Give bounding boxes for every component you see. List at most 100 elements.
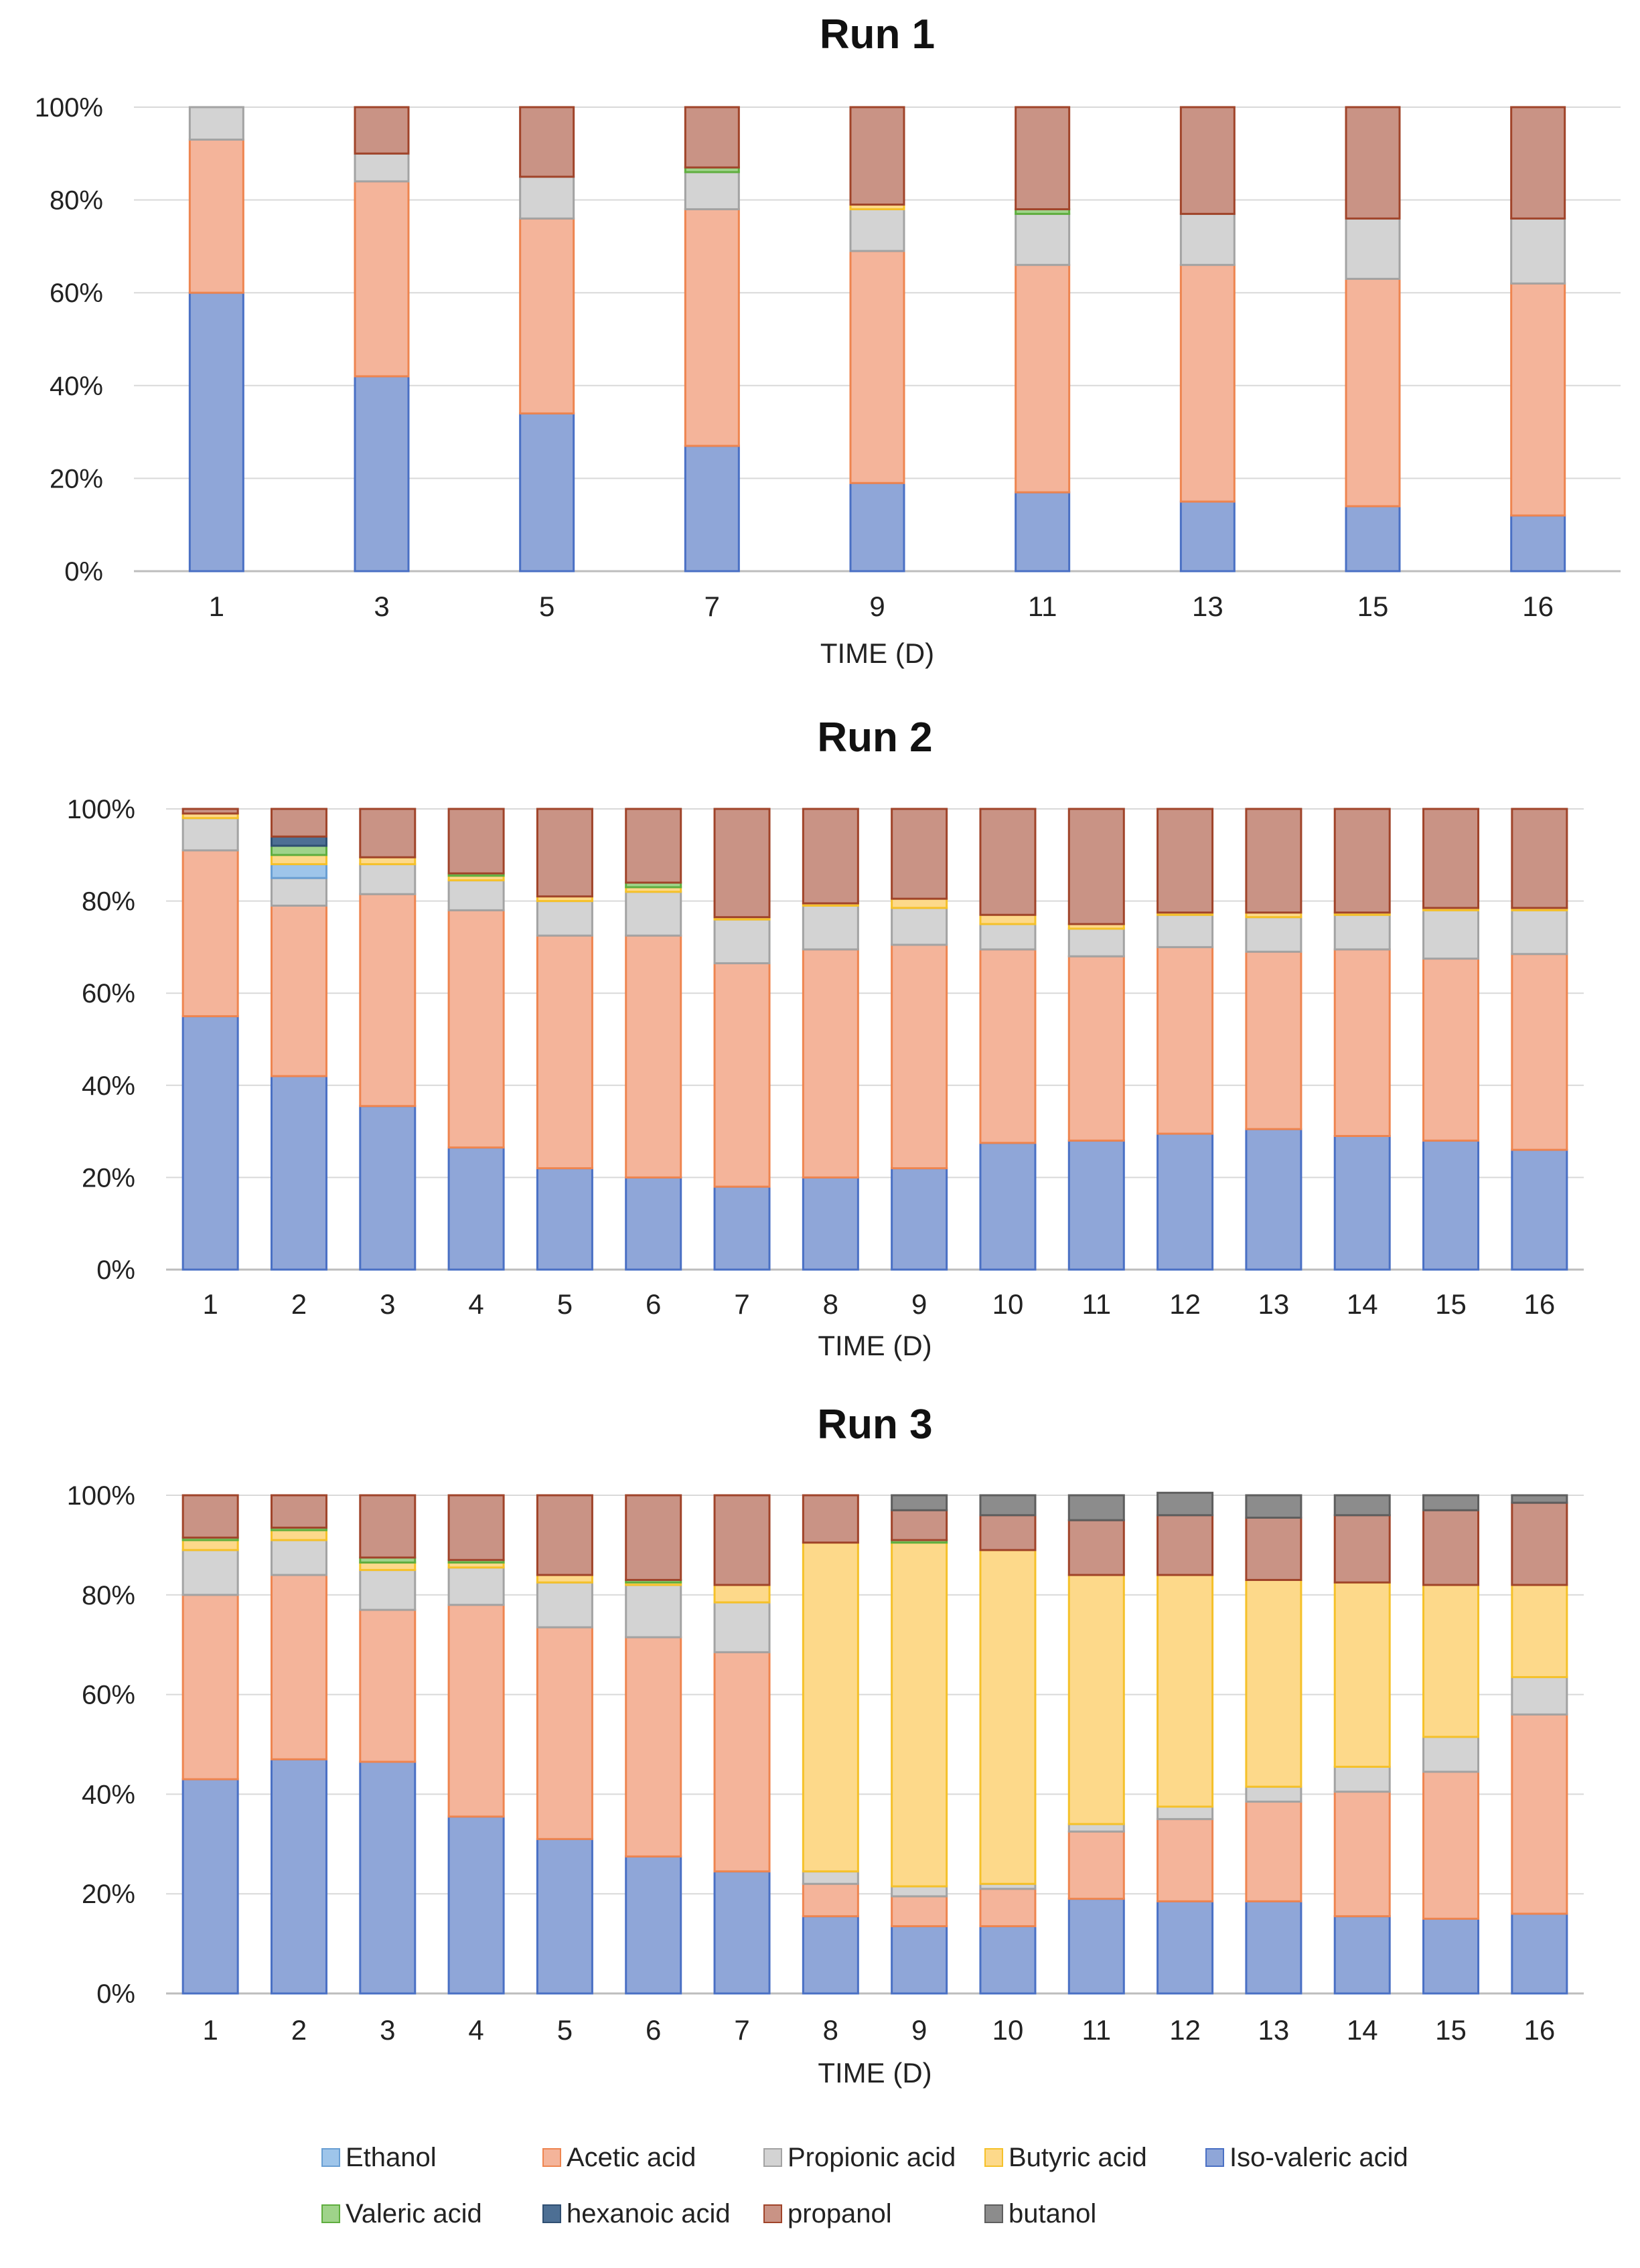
chart-3-bar-propionic-acid (625, 1584, 682, 1639)
legend-item-iso-valeric-acid: Iso-valeric acid (1205, 2143, 1426, 2173)
chart-1-bar-propanol (1510, 106, 1566, 220)
chart-2-bar-propanol (1157, 808, 1214, 914)
chart-2-xtick-label: 4 (468, 1288, 483, 1320)
chart-3-bar-iso-valeric-acid (979, 1925, 1037, 1995)
chart-2-bar-iso-valeric-acid (979, 1142, 1037, 1271)
chart-3-bar-propionic-acid (447, 1566, 505, 1606)
chart-2-bar-propanol (891, 808, 948, 900)
chart-3-bar-acetic-acid (1067, 1830, 1125, 1900)
chart-2-bar-propionic-acid (270, 877, 327, 907)
chart-3-bar-butyric-acid (1067, 1574, 1125, 1825)
chart-3-bar-propanol (1157, 1514, 1214, 1576)
chart-1-bar-propionic-acid (1179, 212, 1236, 267)
chart-2-bar-propionic-acid (1067, 927, 1125, 958)
chart-3-xtick-label: 15 (1435, 2014, 1467, 2046)
chart-3-bar-propionic-acid (536, 1581, 593, 1629)
chart-2-bar-valeric-acid (270, 844, 327, 856)
chart-1-bar-propanol (1015, 106, 1071, 210)
legend-swatch-propanol (763, 2204, 782, 2223)
chart-2-bar-acetic-acid (1333, 948, 1391, 1137)
chart-1-bar-acetic-acid (849, 250, 905, 484)
chart-1-bar-propionic-acid (354, 152, 410, 183)
chart-2-xtick-label: 10 (992, 1288, 1024, 1320)
chart-1-xtick-label: 16 (1522, 591, 1554, 622)
chart-3-bar-iso-valeric-acid (713, 1870, 771, 1995)
chart-3-bar-acetic-acid (1245, 1801, 1302, 1902)
chart-1-bar-propanol (684, 106, 740, 169)
chart-3-bar-iso-valeric-acid (1511, 1912, 1568, 1995)
chart-3-bar-acetic-acid (270, 1574, 327, 1760)
chart-3-bar-iso-valeric-acid (1333, 1915, 1391, 1995)
chart-1-bar-iso-valeric-acid (684, 445, 740, 573)
chart-2: Run 20%20%40%60%80%100%1 2 3 4 5 6 7 8 9 10 11 12 13… (67, 714, 1584, 1361)
legend-item-acetic-acid: Acetic acid (542, 2143, 763, 2173)
chart-3-bar-butanol (979, 1494, 1037, 1517)
legend-item-butanol: butanol (984, 2199, 1205, 2229)
chart-2-bar-iso-valeric-acid (625, 1176, 682, 1271)
chart-1-bar-propanol (1179, 106, 1236, 215)
chart-2-bar-iso-valeric-acid (536, 1167, 593, 1271)
chart-2-bar-acetic-acid (1422, 958, 1480, 1142)
chart-3-bar-iso-valeric-acid (891, 1925, 948, 1995)
chart-2-bar-iso-valeric-acid (802, 1176, 859, 1271)
chart-2-bar-propionic-acid (1422, 909, 1480, 960)
legend-item-valeric-acid: Valeric acid (321, 2199, 542, 2229)
chart-3-bar-butyric-acid (1157, 1574, 1214, 1808)
chart-3-bar-iso-valeric-acid (359, 1760, 417, 1995)
chart-2-bar-propanol (625, 808, 682, 884)
chart-3-xtick-label: 1 (202, 2014, 218, 2046)
chart-2-bar-acetic-acid (802, 948, 859, 1179)
chart-3-bar-propionic-acid (891, 1885, 948, 1898)
chart-3-xtick-label: 11 (1082, 2014, 1111, 2046)
chart-3-bar-butanol (1422, 1494, 1480, 1511)
chart-3-xtick-label: 2 (291, 2014, 307, 2046)
chart-2-bar-propanol (713, 808, 771, 919)
chart-3-bar-propanol (447, 1494, 505, 1562)
chart-3-bar-iso-valeric-acid (1245, 1900, 1302, 1995)
legend-swatch-butyric-acid (984, 2148, 1003, 2167)
chart-2-bar-acetic-acid (625, 934, 682, 1179)
chart-2-bar-iso-valeric-acid (1333, 1134, 1391, 1271)
chart-2-ytick-label: 0% (96, 1256, 135, 1285)
chart-3-bar-propanol (359, 1494, 417, 1559)
chart-2-xtick-label: 8 (823, 1288, 838, 1320)
chart-3-bar-propionic-acid (802, 1870, 859, 1885)
chart-2-bar-propanol (1422, 808, 1480, 909)
chart-3-bar-butanol (1245, 1494, 1302, 1519)
chart-3-bar-acetic-acid (802, 1882, 859, 1918)
chart-1-bar-acetic-acid (519, 217, 575, 414)
legend-item-hexanoic-acid: hexanoic acid (542, 2199, 763, 2229)
chart-2-bar-propionic-acid (979, 923, 1037, 951)
chart-1-bar-iso-valeric-acid (188, 291, 244, 573)
chart-1-bar-iso-valeric-acid (354, 375, 410, 573)
chart-1-xtick-label: 5 (539, 591, 554, 622)
chart-1-ytick-label: 20% (50, 464, 103, 494)
chart-2-bar-propionic-acid (1157, 913, 1214, 948)
chart-3-xtick-label: 13 (1258, 2014, 1290, 2046)
chart-3-xtick-label: 14 (1347, 2014, 1378, 2046)
chart-3-xtick-label: 10 (992, 2014, 1024, 2046)
chart-3-ytick-label: 60% (82, 1681, 135, 1710)
chart-1-xlabel: TIME (D) (820, 637, 934, 669)
chart-2-xtick-label: 13 (1258, 1288, 1290, 1320)
chart-3-bar-butyric-acid (979, 1549, 1037, 1885)
chart-3-bar-propionic-acid (1245, 1785, 1302, 1803)
chart-2-bar-iso-valeric-acid (891, 1167, 948, 1271)
chart-1-xtick-label: 9 (869, 591, 885, 622)
chart-1-bar-iso-valeric-acid (1015, 491, 1071, 573)
chart-2-title: Run 2 (817, 714, 932, 761)
chart-2-bar-propanol (359, 808, 417, 858)
chart-3-xtick-label: 16 (1523, 2014, 1555, 2046)
chart-3-bar-propionic-acid (1067, 1823, 1125, 1833)
chart-1-bar-propanol (354, 106, 410, 155)
legend-label-butyric-acid: Butyric acid (1009, 2142, 1147, 2172)
chart-1-bar-propionic-acid (849, 208, 905, 252)
legend-item-propanol: propanol (763, 2199, 984, 2229)
chart-2-bar-propanol (1333, 808, 1391, 914)
chart-1-bar-propanol (849, 106, 905, 206)
legend-label-ethanol: Ethanol (346, 2142, 437, 2172)
chart-2-xtick-label: 15 (1435, 1288, 1467, 1320)
chart-2-bar-acetic-acid (1245, 950, 1302, 1130)
chart-2-bar-acetic-acid (1067, 955, 1125, 1142)
